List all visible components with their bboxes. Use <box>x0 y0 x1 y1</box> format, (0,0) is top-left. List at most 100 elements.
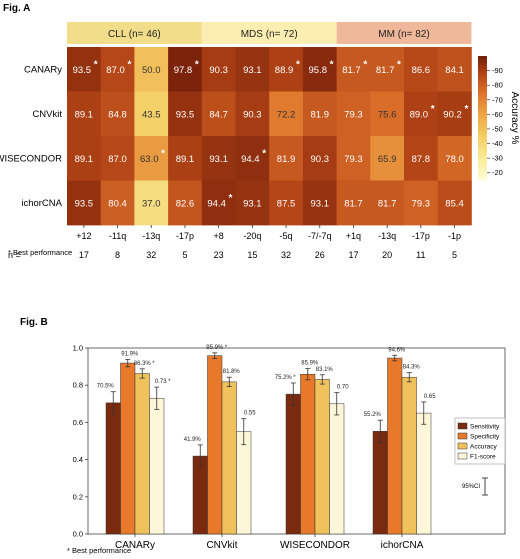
bar-value-label: 55.2% <box>364 412 382 418</box>
heatmap-n-value: 15 <box>247 250 257 260</box>
bar-value-label: 75.2% * <box>275 375 297 381</box>
bar-f1-score <box>236 431 252 535</box>
heatmap-cell <box>370 47 405 92</box>
heatmap-cell <box>302 136 337 181</box>
heatmap-cell <box>404 180 439 226</box>
heatmap-cell <box>235 180 270 226</box>
y-tick-label: 0.4 <box>73 455 83 464</box>
bar-value-label: 41.9% <box>184 437 202 443</box>
heatmap-cell <box>168 91 203 137</box>
bar-accuracy <box>134 373 150 535</box>
legend-swatch <box>457 432 468 440</box>
fig-b-label: Fig. B <box>20 317 48 328</box>
fig-b-footnote: * Best performance <box>67 546 131 555</box>
heatmap-value-label: 81.9 <box>311 109 330 120</box>
heatmap-row-label: CNVkit <box>32 109 62 120</box>
heatmap-x-tick-label: +1q <box>346 231 361 241</box>
bar-value-label: 81.8% <box>223 369 241 375</box>
heatmap-cell <box>168 180 203 226</box>
heatmap-value-label: 81.7 <box>344 198 363 209</box>
colorbar-segment <box>478 102 487 107</box>
best-marker: * <box>229 193 233 204</box>
bar-value-label: 0.55 <box>244 411 256 417</box>
heatmap-value-label: 50.0 <box>142 65 161 76</box>
heatmap-value-label: 79.3 <box>412 198 431 209</box>
bar-sensitivity <box>192 455 208 535</box>
colorbar-tick-label: -70 <box>492 95 503 104</box>
bar-value-label: 0.70 <box>337 385 349 391</box>
fig-a-footnote: * Best performance <box>8 248 72 257</box>
colorbar-segment <box>478 108 487 113</box>
best-marker: * <box>94 59 98 70</box>
bar-accuracy <box>401 376 417 535</box>
heatmap-cell <box>67 47 102 92</box>
heatmap-cell <box>370 91 405 137</box>
legend-label: F1-score <box>470 454 496 461</box>
heatmap-n-value: 17 <box>348 250 358 260</box>
colorbar-segment <box>478 139 487 144</box>
x-tick-label: CANARy <box>115 540 155 551</box>
colorbar-segment <box>478 93 487 97</box>
best-marker: * <box>296 59 300 70</box>
colorbar-segment <box>478 164 487 169</box>
colorbar-segment <box>478 114 487 119</box>
heatmap-x-tick-label: +12 <box>76 231 91 241</box>
heatmap-x-tick-label: -20q <box>243 231 261 241</box>
bar-f1-score <box>149 397 165 535</box>
bar-value-label: 94.6% <box>388 347 406 353</box>
heatmap-cell <box>269 47 304 92</box>
colorbar-tick-label: -90 <box>492 66 503 75</box>
heatmap-row-label: CANARy <box>24 64 62 75</box>
heatmap-cell <box>437 91 472 137</box>
bar-accuracy <box>221 381 237 535</box>
legend-swatch <box>457 452 468 460</box>
heatmap-value-label: 37.0 <box>142 198 161 209</box>
colorbar-segment <box>478 152 487 156</box>
colorbar-segment <box>478 83 487 88</box>
colorbar-segment <box>478 62 487 66</box>
heatmap-value-label: 65.9 <box>378 154 397 165</box>
colorbar-segment <box>478 80 487 85</box>
y-tick-label: 0.6 <box>73 418 83 427</box>
colorbar-segment <box>478 56 487 60</box>
heatmap-value-label: 43.5 <box>142 109 161 120</box>
heatmap-value-label: 84.7 <box>209 109 228 120</box>
bar-sensitivity <box>372 431 388 535</box>
heatmap-value-label: 90.3 <box>243 109 262 120</box>
bar-value-label: 91.9% <box>121 351 139 357</box>
colorbar-tick-label: -40 <box>492 139 503 148</box>
heatmap-cell <box>404 47 439 92</box>
heatmap-value-label: 89.1 <box>75 154 94 165</box>
heatmap-value-label: 94.4 <box>241 154 260 165</box>
heatmap-cell <box>235 47 270 92</box>
colorbar-segment <box>478 74 487 79</box>
heatmap-cell <box>134 180 169 226</box>
bar-value-label: 83.1% <box>316 367 334 373</box>
x-tick-label: CNVkit <box>206 540 237 551</box>
heatmap-cell <box>336 47 371 92</box>
heatmap-cell <box>437 136 472 181</box>
bar-f1-score <box>416 412 432 535</box>
y-tick-label: 1.0 <box>73 344 83 353</box>
y-tick-label: 0.8 <box>73 381 83 390</box>
colorbar-segment <box>478 167 487 172</box>
colorbar-segment <box>478 127 487 131</box>
heatmap-cell <box>168 47 203 92</box>
heatmap-value-label: 86.6 <box>412 65 431 76</box>
x-tick-label: ichorCNA <box>381 540 424 551</box>
heatmap-cell <box>100 91 135 137</box>
heatmap-value-label: 84.8 <box>108 109 127 120</box>
colorbar-segment <box>478 176 487 181</box>
heatmap-n-value: 8 <box>115 250 120 260</box>
heatmap-value-label: 97.8 <box>174 65 193 76</box>
y-tick-label: 0.0 <box>73 530 83 539</box>
heatmap-cell <box>201 91 236 137</box>
group-header-label: CLL (n= 46) <box>108 29 161 40</box>
heatmap-value-label: 81.7 <box>378 198 397 209</box>
bar-sensitivity <box>105 402 121 535</box>
heatmap-value-label: 87.5 <box>277 198 296 209</box>
heatmap-cell <box>370 180 405 226</box>
heatmap-cell <box>201 47 236 92</box>
bar-accuracy <box>314 379 330 535</box>
